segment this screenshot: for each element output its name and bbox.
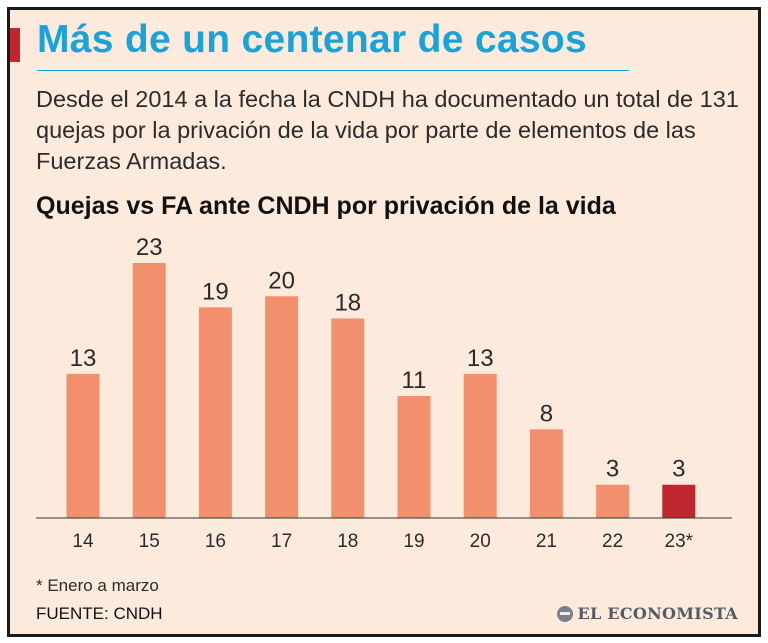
- bar-23*: [662, 484, 696, 518]
- data-label-14: 13: [70, 345, 97, 372]
- source-note: FUENTE: CNDH: [36, 604, 163, 623]
- data-label-20: 13: [467, 345, 494, 372]
- bar-16: [198, 307, 232, 518]
- bar-14: [66, 373, 100, 518]
- title-divider: [37, 70, 629, 71]
- x-tick-label-14: 14: [72, 531, 94, 552]
- footnote: * Enero a marzo: [36, 576, 159, 595]
- brand-name: EL ECONOMISTA: [577, 604, 738, 623]
- x-tick-label-15: 15: [139, 531, 160, 552]
- data-label-19: 11: [402, 367, 427, 394]
- x-tick-label-22: 22: [602, 531, 623, 552]
- data-label-21: 8: [540, 400, 553, 427]
- data-label-23*: 3: [672, 456, 685, 483]
- x-tick-label-16: 16: [205, 531, 226, 552]
- x-tick-label-21: 21: [536, 531, 557, 552]
- data-label-15: 23: [136, 235, 163, 261]
- page-title: Más de un centenar de casos: [37, 18, 587, 61]
- data-label-16: 19: [202, 278, 229, 305]
- infographic-card: Más de un centenar de casos Desde el 201…: [7, 7, 761, 637]
- x-tick-label-23*: 23*: [665, 531, 694, 552]
- globe-icon: [557, 605, 574, 622]
- bar-20: [463, 373, 497, 518]
- intro-text: Desde el 2014 a la fecha la CNDH ha docu…: [36, 86, 739, 174]
- data-label-18: 18: [334, 289, 361, 316]
- bar-19: [397, 396, 431, 518]
- x-tick-label-19: 19: [403, 531, 424, 552]
- x-tick-label-17: 17: [271, 531, 292, 552]
- bar-21: [529, 429, 563, 518]
- bar-17: [265, 296, 299, 518]
- data-label-22: 3: [606, 456, 619, 483]
- bar-22: [596, 484, 630, 518]
- bar-chart: 13 14 23 15 19 16 20 17 18 18 11 19 13 20 8 21 3 22 3 23*: [36, 235, 732, 552]
- data-label-17: 20: [268, 267, 295, 294]
- accent-bar: [10, 28, 20, 62]
- brand: EL ECONOMISTA: [557, 604, 738, 623]
- x-tick-label-18: 18: [337, 531, 358, 552]
- chart-title: Quejas vs FA ante CNDH por privación de …: [36, 192, 616, 220]
- bar-18: [331, 318, 365, 518]
- bar-15: [132, 263, 166, 518]
- x-tick-label-20: 20: [470, 531, 491, 552]
